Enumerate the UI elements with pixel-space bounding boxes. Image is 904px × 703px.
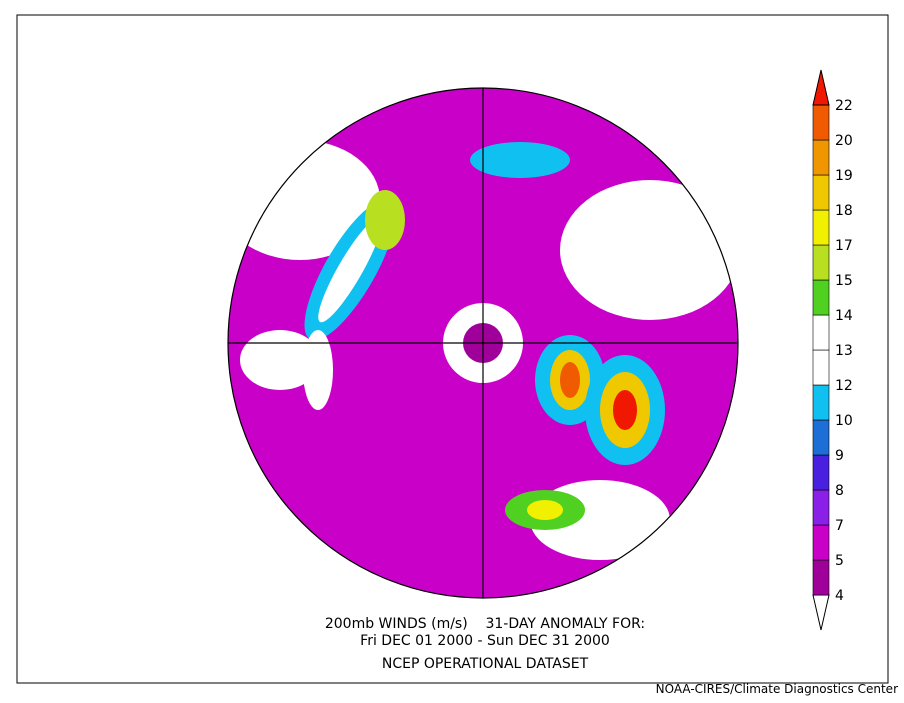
colorbar-label: 14 bbox=[835, 308, 853, 324]
colorbar-band bbox=[812, 279, 830, 316]
colorbar-band bbox=[812, 559, 830, 596]
colorbar-triangle bbox=[812, 69, 830, 106]
title-line: NCEP OPERATIONAL DATASET bbox=[382, 656, 589, 672]
credit: NOAA-CIRES/Climate Diagnostics Center bbox=[656, 682, 898, 696]
colorbar-label: 20 bbox=[835, 133, 853, 149]
colorbar-band bbox=[812, 384, 830, 421]
title-line: 200mb WINDS (m/s) 31-DAY ANOMALY FOR: bbox=[325, 616, 645, 632]
colorbar-band bbox=[812, 174, 830, 211]
colorbar-band bbox=[812, 349, 830, 386]
colorbar-band bbox=[812, 139, 830, 176]
colorbar-label: 17 bbox=[835, 238, 853, 254]
colorbar-label: 19 bbox=[835, 168, 853, 184]
colorbar-label: 18 bbox=[835, 203, 853, 219]
colorbar-label: 8 bbox=[835, 483, 844, 499]
colorbar-label: 12 bbox=[835, 378, 853, 394]
colorbar-label: 13 bbox=[835, 343, 853, 359]
colorbar-band bbox=[812, 419, 830, 456]
colorbar-band bbox=[812, 104, 830, 141]
colorbar-band bbox=[812, 209, 830, 246]
colorbar-label: 7 bbox=[835, 518, 844, 534]
colorbar-triangle bbox=[812, 594, 830, 631]
title-line: Fri DEC 01 2000 - Sun DEC 31 2000 bbox=[360, 633, 610, 649]
polar-map bbox=[228, 88, 738, 598]
colorbar-band bbox=[812, 454, 830, 491]
colorbar-band bbox=[812, 524, 830, 561]
colorbar-label: 10 bbox=[835, 413, 853, 429]
colorbar-label: 9 bbox=[835, 448, 844, 464]
colorbar: 4 5 7 8 9 10 12 13 14 15 17 18 19 20 22 bbox=[812, 69, 853, 631]
colorbar-label: 4 bbox=[835, 588, 844, 604]
colorbar-band bbox=[812, 244, 830, 281]
colorbar-band bbox=[812, 314, 830, 351]
colorbar-label: 5 bbox=[835, 553, 844, 569]
colorbar-label: 15 bbox=[835, 273, 853, 289]
frame bbox=[16, 14, 889, 684]
colorbar-band bbox=[812, 489, 830, 526]
colorbar-label: 22 bbox=[835, 98, 853, 114]
